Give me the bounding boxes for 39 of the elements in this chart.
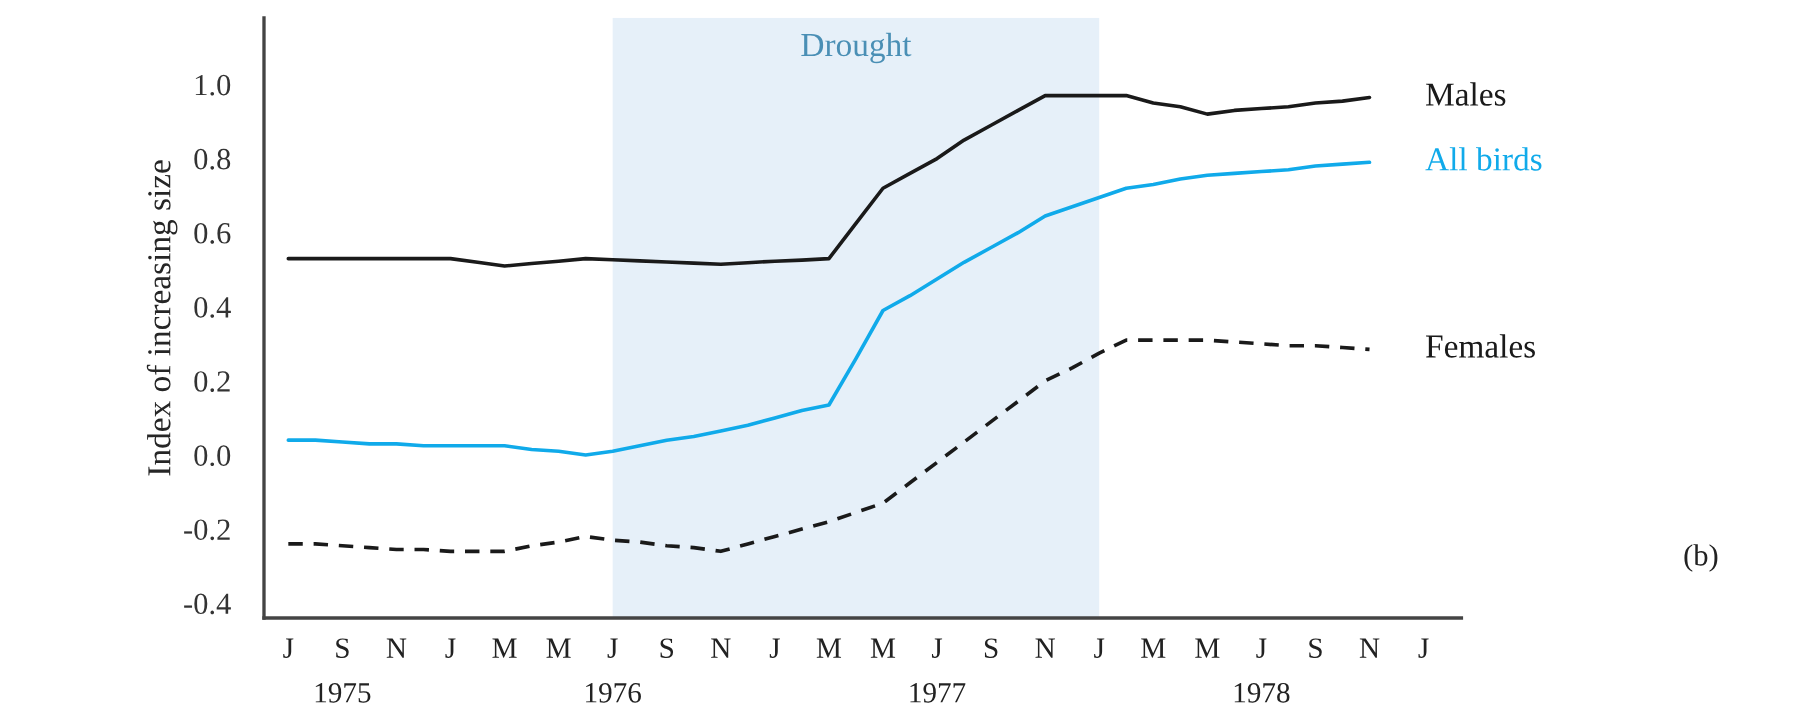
x-tick-label: S: [660, 638, 674, 658]
x-tick-label: M: [1195, 638, 1220, 658]
x-tick-label: J: [1094, 638, 1105, 658]
x-tick-label: M: [1141, 638, 1166, 658]
y-tick-label: 0.4: [194, 297, 231, 318]
series-label: Females: [1426, 334, 1535, 358]
x-tick-label: N: [1035, 638, 1056, 658]
x-tick-label: M: [816, 638, 842, 658]
line-series: [286, 338, 1372, 554]
x-tick-label: N: [711, 638, 731, 658]
x-tick-label: S: [1309, 638, 1322, 658]
x-tick-label: S 1975: [315, 638, 371, 703]
y-tick-label: -0.4: [184, 593, 231, 615]
x-tick-label: M: [870, 638, 896, 658]
line-series: [286, 160, 1372, 457]
y-tick-label: 0.8: [194, 148, 231, 170]
y-axis-title: Index of increasing size: [146, 160, 178, 476]
x-tick-label: J: [283, 638, 294, 658]
x-tick-label: J: [445, 638, 456, 658]
series-label: Males: [1426, 82, 1506, 106]
y-tick-label: 1.0: [195, 74, 231, 96]
y-tick-label: -0.2: [184, 519, 230, 541]
x-tick-label: N: [386, 638, 407, 658]
x-tick-label: M: [546, 638, 571, 658]
line-series: [286, 93, 1372, 268]
x-tick-label: N: [1359, 638, 1380, 658]
annotation: Drought: [801, 32, 912, 64]
y-tick-label: 0.2: [194, 371, 230, 392]
x-tick-label: S: [984, 638, 998, 658]
x-tick-label: J 1978: [1234, 638, 1290, 703]
y-tick-label: 0.6: [194, 222, 231, 244]
x-tick-label: J: [769, 638, 780, 658]
series-label: All birds: [1425, 147, 1542, 171]
x-tick-label: J 1977: [910, 638, 966, 703]
text: (b): [1684, 544, 1718, 572]
x-tick-label: J: [1418, 638, 1429, 658]
y-tick-label: 0.0: [194, 445, 231, 467]
x-tick-label: M: [492, 638, 517, 658]
x-tick-label: J 1976: [586, 638, 641, 703]
